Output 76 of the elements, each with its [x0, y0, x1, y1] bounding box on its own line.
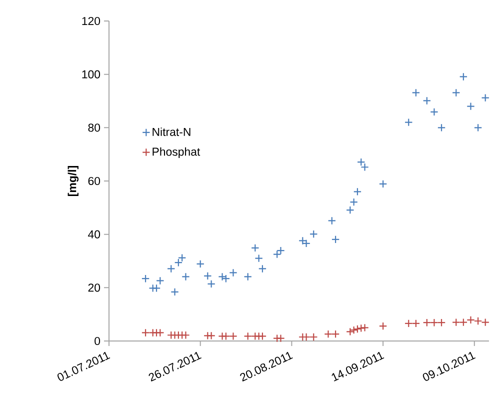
- point: [244, 272, 252, 281]
- point: [350, 198, 358, 206]
- point: [229, 332, 238, 340]
- point: [174, 258, 183, 267]
- point: [353, 324, 362, 334]
- point: [481, 318, 490, 326]
- point: [254, 254, 263, 262]
- point: [353, 188, 362, 196]
- point: [178, 254, 186, 262]
- point: [309, 230, 318, 238]
- point: [251, 244, 260, 252]
- point: [272, 250, 282, 258]
- point: [474, 316, 482, 326]
- y-tick-label: 80: [88, 124, 100, 132]
- point: [474, 124, 482, 132]
- point: [258, 332, 267, 340]
- point: [182, 272, 190, 281]
- point: [360, 324, 369, 332]
- point: [302, 239, 310, 248]
- point: [404, 118, 413, 126]
- y-tick-label: 0: [94, 336, 100, 346]
- point: [222, 274, 230, 283]
- point: [481, 94, 490, 102]
- legend-label: Phosphat: [152, 147, 200, 158]
- point: [452, 88, 460, 97]
- point: [452, 318, 460, 326]
- point: [350, 326, 358, 334]
- point: [276, 246, 285, 255]
- point: [196, 260, 204, 268]
- point: [466, 102, 475, 110]
- y-tick-label: 40: [88, 230, 100, 238]
- point: [141, 328, 150, 337]
- point: [378, 180, 388, 188]
- point: [166, 264, 176, 273]
- point: [430, 108, 438, 116]
- point: [459, 318, 468, 326]
- y-tick-label: 120: [82, 16, 100, 26]
- point: [222, 332, 230, 340]
- point: [182, 330, 190, 340]
- point: [141, 274, 150, 283]
- point: [346, 328, 354, 336]
- point: [218, 272, 226, 281]
- point: [331, 330, 340, 338]
- point: [204, 272, 212, 280]
- point: [378, 322, 388, 330]
- point: [437, 318, 446, 327]
- y-tick-label: 60: [88, 176, 100, 186]
- y-tick-label: 100: [82, 70, 100, 78]
- point: [412, 319, 420, 328]
- point: [459, 72, 468, 81]
- point: [331, 235, 340, 244]
- point: [207, 280, 216, 288]
- y-axis-title: [mg/l]: [68, 166, 79, 196]
- point: [422, 96, 432, 105]
- point: [207, 332, 216, 340]
- point: [156, 328, 164, 337]
- point: [437, 124, 446, 132]
- point: [324, 330, 332, 338]
- point: [298, 236, 307, 245]
- y-tick-label: 20: [88, 284, 100, 292]
- legend-label: Nitrat-N: [152, 128, 190, 136]
- point: [170, 288, 179, 296]
- point: [404, 319, 413, 328]
- point: [430, 318, 438, 327]
- point: [258, 264, 267, 273]
- point: [156, 276, 164, 285]
- point: [346, 206, 354, 214]
- point: [309, 332, 318, 342]
- point: [276, 334, 285, 342]
- point: [466, 316, 475, 324]
- point: [229, 268, 238, 277]
- point: [244, 332, 252, 340]
- point: [152, 284, 161, 292]
- point: [422, 318, 432, 327]
- point: [412, 88, 420, 97]
- point: [328, 216, 336, 225]
